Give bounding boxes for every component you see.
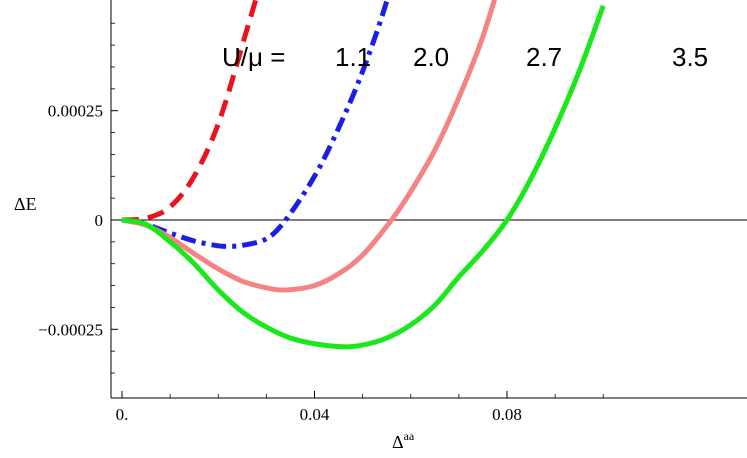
x-axis-label-base: Δ	[392, 432, 404, 452]
legend-title: U/μ =	[222, 42, 285, 72]
y-axis-label: ΔE	[14, 194, 37, 214]
legend-label: 1.1	[335, 42, 371, 72]
x-axis-label: Δaa	[392, 429, 415, 452]
y-tick-label: −0.00025	[38, 320, 103, 339]
series-line-2-7	[121, 0, 498, 293]
legend-label: 2.7	[526, 42, 562, 72]
x-axis-label-superscript: aa	[404, 429, 415, 443]
x-tick-label: 0.08	[492, 405, 522, 424]
x-tick-label: 0.	[116, 405, 129, 424]
x-tick-label: 0.04	[300, 405, 330, 424]
series-line-1-1	[121, 0, 259, 223]
legend-label: 2.0	[413, 42, 449, 72]
series-line-3-5	[121, 4, 606, 350]
legend-label: 3.5	[672, 42, 708, 72]
series-line-2-0	[121, 0, 390, 249]
y-tick-label: 0.00025	[48, 102, 103, 121]
y-tick-label: 0	[95, 211, 104, 230]
